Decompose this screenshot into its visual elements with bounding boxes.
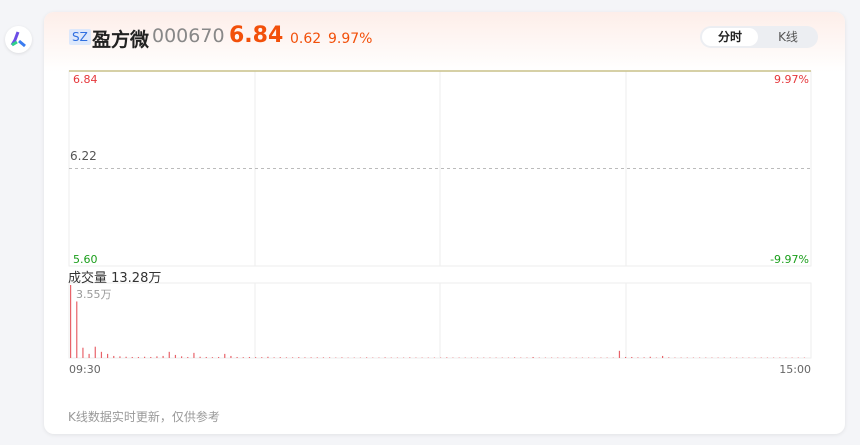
- volume-bar: [273, 357, 275, 358]
- volume-bar: [76, 301, 78, 358]
- volume-bar: [82, 347, 84, 358]
- volume-bar: [366, 357, 368, 358]
- volume-bar: [267, 356, 269, 358]
- volume-bar: [310, 357, 312, 358]
- volume-bar: [88, 353, 90, 358]
- volume-bar: [144, 356, 146, 358]
- volume-bar: [181, 356, 183, 358]
- volume-bar: [329, 357, 331, 358]
- volume-bar: [248, 356, 251, 358]
- volume-bar: [409, 357, 411, 358]
- volume-bar: [631, 356, 633, 358]
- x-tick-start: 09:30: [69, 363, 101, 376]
- volume-bar: [218, 356, 220, 358]
- volume-bar: [100, 351, 103, 358]
- volume-bar: [618, 350, 621, 358]
- volume-bar: [131, 356, 133, 358]
- stock-code: 000670: [152, 25, 225, 47]
- volume-bar: [446, 357, 448, 358]
- volume-bar: [316, 357, 318, 358]
- volume-bar: [637, 357, 639, 358]
- volume-bar: [255, 357, 257, 358]
- current-price: 6.84: [229, 23, 284, 48]
- volume-bar: [668, 357, 670, 358]
- intraday-chart: [68, 70, 812, 359]
- volume-bar: [643, 357, 645, 358]
- volume-bar: [341, 357, 343, 358]
- x-tick-end: 15:00: [779, 363, 811, 376]
- volume-bar: [162, 355, 164, 358]
- volume-bar: [261, 357, 263, 358]
- volume-bar: [168, 351, 170, 358]
- volume-bar: [224, 353, 226, 358]
- y-tick-mid: 6.22: [70, 149, 97, 163]
- volume-bar: [230, 355, 232, 358]
- volume-bar: [662, 355, 664, 358]
- volume-bar: [125, 356, 127, 358]
- volume-bar: [322, 357, 325, 358]
- volume-bar: [70, 285, 72, 358]
- y-tick-max: 6.84: [73, 73, 98, 86]
- logo-icon: [10, 31, 26, 48]
- volume-bar: [211, 357, 214, 358]
- volume-max-label: 3.55万: [76, 288, 112, 301]
- volume-bar: [304, 357, 306, 358]
- volume-bar: [514, 357, 516, 358]
- volume-bar: [150, 356, 152, 358]
- tab-intraday[interactable]: 分时: [702, 28, 758, 46]
- volume-bar: [625, 356, 627, 358]
- chart-toggle: 分时 K线: [700, 26, 818, 48]
- volume-bar: [137, 356, 140, 358]
- price-change-pct: 9.97%: [328, 31, 373, 47]
- app-logo: [5, 26, 32, 53]
- volume-bar: [156, 356, 158, 358]
- volume-bar: [384, 357, 386, 358]
- market-badge: SZ: [69, 29, 91, 45]
- volume-bar: [107, 353, 109, 358]
- volume-bar: [193, 352, 195, 358]
- volume-bar: [199, 356, 201, 358]
- stock-card: SZ 盈方微 000670 6.84 0.62 9.97% 分时 K线 6.84…: [44, 12, 845, 434]
- volume-bar: [298, 357, 300, 358]
- price-change: 0.62: [290, 31, 322, 47]
- volume-bar: [236, 356, 238, 358]
- volume-bar: [174, 354, 177, 358]
- volume-bar: [113, 355, 115, 358]
- volume-bar: [279, 357, 281, 358]
- volume-bar: [242, 357, 244, 358]
- volume-bar: [649, 356, 651, 358]
- footer-note: K线数据实时更新，仅供参考: [68, 410, 220, 424]
- volume-bar: [119, 356, 121, 358]
- volume-bar: [532, 356, 534, 358]
- volume-bar: [187, 356, 189, 358]
- volume-bar: [285, 357, 288, 358]
- tab-kline[interactable]: K线: [778, 30, 798, 44]
- pct-tick-max: 9.97%: [774, 73, 809, 86]
- volume-title: 成交量 13.28万: [68, 271, 162, 286]
- stock-name[interactable]: 盈方微: [92, 29, 150, 51]
- volume-bar: [94, 346, 96, 358]
- y-tick-min: 5.60: [73, 253, 98, 266]
- volume-bar: [292, 357, 294, 358]
- pct-tick-min: -9.97%: [770, 253, 809, 266]
- volume-bar: [205, 356, 207, 358]
